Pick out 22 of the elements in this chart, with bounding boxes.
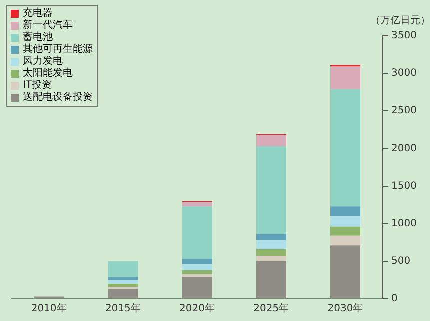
y-tick-label: 2500	[392, 106, 418, 117]
y-tick-label: 500	[392, 256, 411, 268]
x-tick-label: 2015年	[105, 302, 141, 315]
y-tick-label: 2000	[392, 143, 418, 154]
y-tick-label: 1000	[392, 218, 418, 230]
legend-label: 其他可再生能源	[23, 44, 93, 56]
x-tick-label: 2010年	[31, 302, 67, 315]
x-tick-label: 2030年	[328, 302, 364, 315]
x-tick-label: 2025年	[254, 302, 290, 315]
legend-label: 太阳能发电	[23, 68, 73, 80]
y-axis-title: （万亿日元）	[370, 16, 430, 27]
y-tick-label: 3500	[392, 30, 418, 42]
legend-label: IT投资	[23, 80, 52, 92]
legend-label: 送配电设备投资	[23, 92, 93, 104]
legend-label: 蓄电池	[23, 32, 53, 44]
y-tick-label: 3000	[392, 68, 418, 80]
y-tick-label: 1500	[392, 180, 418, 192]
legend-label: 风力发电	[23, 56, 63, 68]
legend-label: 新一代汽车	[23, 20, 73, 32]
legend-label: 充电器	[23, 8, 53, 20]
y-tick-label: 0	[392, 294, 398, 305]
x-tick-label: 2020年	[180, 302, 215, 315]
